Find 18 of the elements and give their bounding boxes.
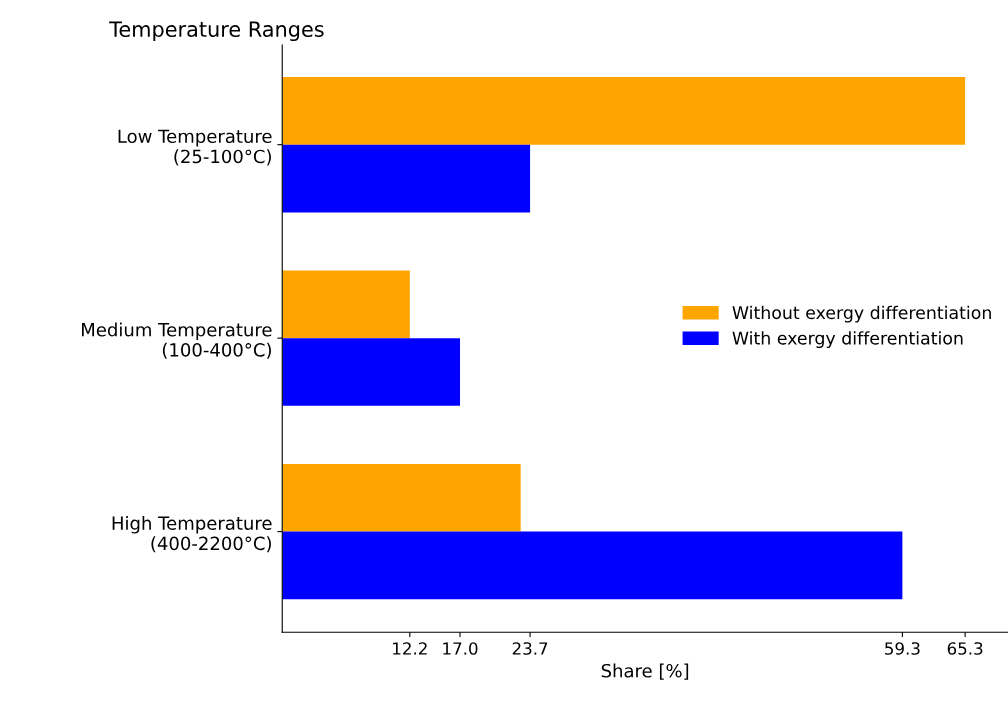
bar [282, 270, 410, 339]
legend-label: Without exergy differentiation [732, 305, 991, 323]
y-tick-label: Medium Temperature (100-400°C) [81, 322, 272, 359]
x-tick-label: 65.3 [947, 642, 983, 655]
x-tick-label: 23.7 [512, 642, 548, 655]
bar [282, 338, 461, 406]
bar [282, 76, 966, 145]
x-tick-label: 17.0 [443, 642, 478, 655]
x-tick-label: 59.3 [885, 642, 920, 655]
y-tick-label: High Temperature (400-2200°C) [112, 516, 272, 553]
x-axis-title: Share [%] [601, 663, 689, 680]
bar [282, 531, 903, 600]
x-tick-label: 12.2 [393, 642, 427, 655]
bar [282, 144, 531, 213]
legend-label: With exergy differentiation [732, 331, 963, 349]
chart-title: Temperature Ranges [109, 21, 324, 42]
y-tick-label: Low Temperature (25-100°C) [118, 129, 272, 166]
bar [282, 463, 521, 532]
